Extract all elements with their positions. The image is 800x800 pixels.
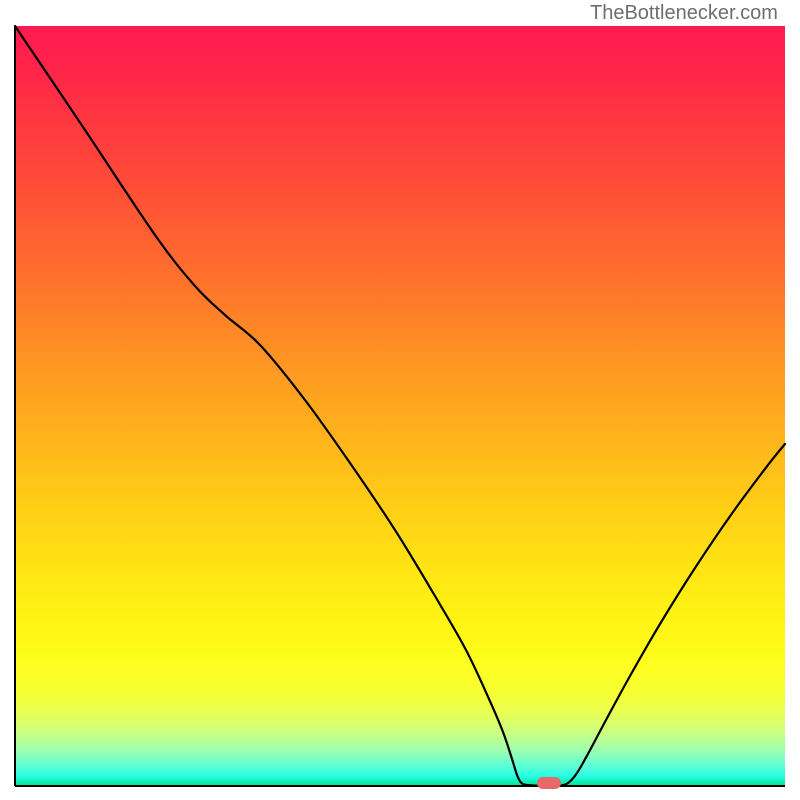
gradient-background [15,26,785,786]
bottleneck-chart: TheBottlenecker.com [0,0,800,800]
chart-svg [0,0,800,800]
optimal-point-marker [537,777,561,789]
watermark-text: TheBottlenecker.com [590,2,778,25]
